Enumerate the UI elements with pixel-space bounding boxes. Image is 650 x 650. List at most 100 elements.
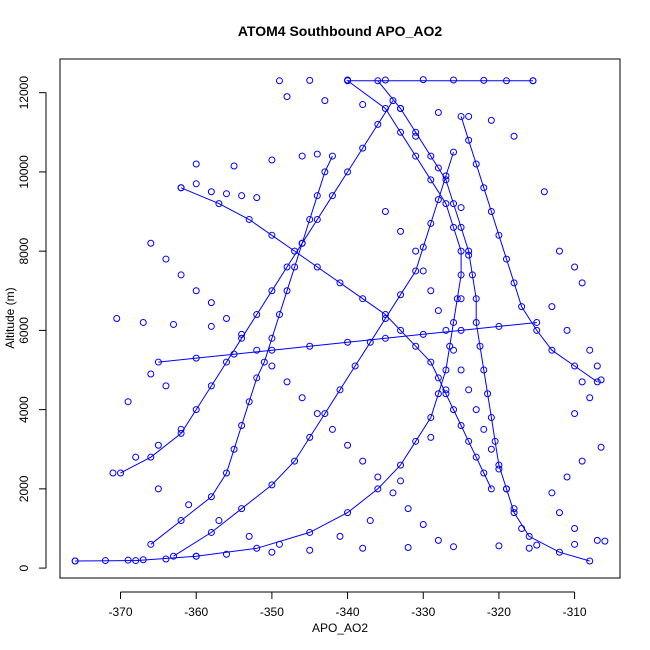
data-point (480, 425, 488, 433)
data-point (518, 524, 526, 532)
data-point (442, 386, 450, 394)
data-point (351, 362, 359, 370)
data-point (480, 184, 488, 192)
data-point (253, 194, 261, 202)
data-point (192, 552, 200, 560)
data-point (275, 540, 283, 548)
data-point (124, 556, 132, 564)
data-point (487, 116, 495, 124)
data-point (268, 481, 276, 489)
data-point (306, 528, 314, 536)
x-tick-label: -340 (336, 605, 360, 619)
data-point (177, 429, 185, 437)
data-point (344, 168, 352, 176)
plot-frame (59, 58, 621, 579)
data-point (147, 540, 155, 548)
data-point (419, 330, 427, 338)
data-point (419, 267, 427, 275)
data-point (245, 215, 253, 223)
series-line (158, 322, 537, 363)
data-point (344, 441, 352, 449)
data-point (450, 543, 458, 551)
data-point (571, 362, 579, 370)
data-point (215, 517, 223, 525)
series-line (75, 80, 533, 562)
data-point (586, 346, 594, 354)
data-point (139, 556, 147, 564)
data-point (344, 509, 352, 517)
data-point (374, 473, 382, 481)
data-point (154, 441, 162, 449)
data-point (491, 437, 499, 445)
x-tick-label: -320 (487, 605, 511, 619)
data-point (132, 453, 140, 461)
data-point (359, 144, 367, 152)
data-point (397, 477, 405, 485)
data-point (412, 342, 420, 350)
data-point (298, 239, 306, 247)
data-point (487, 208, 495, 216)
data-point (412, 247, 420, 255)
data-point (578, 378, 586, 386)
data-point (465, 437, 473, 445)
data-point (101, 557, 109, 565)
data-point (389, 97, 397, 105)
data-point (586, 557, 594, 565)
data-point (457, 112, 465, 120)
y-tick-label: 12000 (17, 76, 31, 110)
data-point (419, 521, 427, 529)
data-point (336, 532, 344, 540)
data-point (344, 76, 352, 84)
data-point (601, 537, 609, 545)
data-point (510, 509, 518, 517)
data-point (427, 219, 435, 227)
data-point (275, 77, 283, 85)
data-point (147, 453, 155, 461)
data-point (427, 152, 435, 160)
data-point (222, 315, 230, 322)
data-point (113, 315, 121, 322)
data-point (154, 358, 162, 366)
series-line (120, 100, 394, 474)
data-point (442, 200, 450, 208)
data-point (434, 164, 442, 172)
x-tick-label: -350 (260, 605, 284, 619)
data-point (253, 544, 261, 552)
data-point (313, 192, 321, 200)
data-point (359, 101, 367, 109)
data-point (548, 303, 556, 311)
series-line (150, 155, 333, 545)
data-point (192, 180, 200, 188)
data-point (291, 263, 299, 271)
data-point (359, 457, 367, 465)
data-point (427, 414, 435, 422)
data-point (359, 544, 367, 552)
y-tick-label: 10000 (17, 155, 31, 189)
data-point (192, 287, 200, 295)
data-point (162, 555, 170, 563)
x-tick-label: -330 (411, 605, 435, 619)
data-point (139, 318, 147, 326)
data-point (502, 485, 510, 493)
data-point (487, 414, 495, 422)
data-point (593, 378, 601, 386)
data-point (434, 536, 442, 544)
data-point (457, 223, 465, 231)
y-tick-label: 4000 (17, 396, 31, 423)
data-point (170, 320, 178, 328)
data-point (457, 421, 465, 429)
data-point (548, 489, 556, 497)
data-point (450, 148, 458, 156)
data-point (268, 287, 276, 295)
data-point (442, 390, 450, 398)
data-point (321, 410, 329, 418)
data-point (207, 188, 215, 196)
data-point (245, 532, 253, 540)
data-point (434, 108, 442, 116)
data-point (597, 376, 605, 384)
data-point (381, 334, 389, 342)
y-tick-label: 8000 (17, 237, 31, 264)
data-point (283, 287, 291, 295)
data-point (215, 200, 223, 208)
data-point (238, 505, 246, 513)
